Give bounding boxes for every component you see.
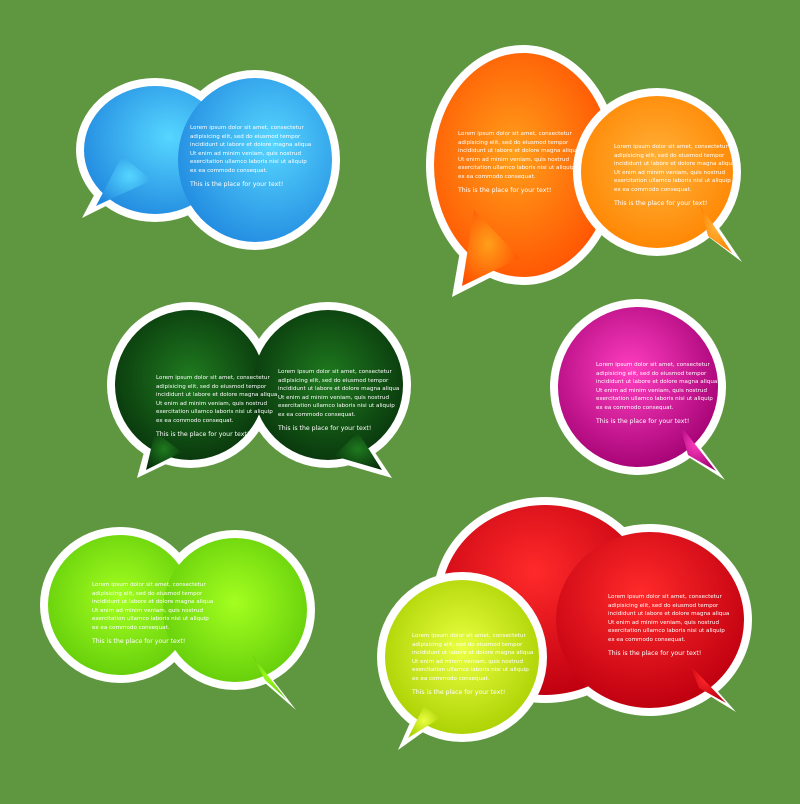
placeholder-line-6: ex ea commodo consequat.	[608, 636, 686, 643]
red-speech-bubble	[433, 497, 752, 716]
placeholder-line-3: incididunt ut labore et dolore magna ali…	[278, 386, 400, 393]
placeholder-line-1: Lorem ipsum dolor sit amet, consectetur	[596, 362, 710, 368]
orange-small-bubble-text: Lorem ipsum dolor sit amet, consectetur …	[614, 143, 735, 208]
call-to-action-text: This is the place for your text!	[412, 688, 506, 696]
placeholder-line-3: incididunt ut labore et dolore magna ali…	[608, 611, 730, 618]
yellow-green-speech-bubble	[377, 572, 547, 750]
magenta-speech-bubble	[550, 299, 726, 480]
placeholder-line-6: ex ea commodo consequat.	[412, 675, 490, 682]
placeholder-line-3: incididunt ut labore et dolore magna ali…	[614, 161, 736, 168]
placeholder-line-2: adipisicing elit, sed do eiusmod tempor	[596, 370, 707, 377]
placeholder-line-3: incididunt ut labore et dolore magna ali…	[458, 148, 580, 155]
placeholder-line-4: Ut enim ad minim veniam, quis nostrud	[614, 169, 726, 176]
placeholder-line-4: Ut enim ad minim veniam, quis nostrud	[92, 607, 204, 614]
placeholder-line-2: adipisicing elit, sed do eiusmod tempor	[156, 383, 267, 390]
placeholder-line-6: ex ea commodo consequat.	[596, 404, 674, 411]
placeholder-line-5: exercitation ullamco laboris nisi ut ali…	[608, 628, 725, 635]
orange-large-speech-bubble	[426, 45, 620, 297]
orange-small-speech-bubble	[573, 88, 742, 262]
call-to-action-text: This is the place for your text!	[92, 637, 186, 645]
call-to-action-text: This is the place for your text!	[458, 186, 552, 194]
call-to-action-text: This is the place for your text!	[608, 649, 702, 657]
placeholder-line-2: adipisicing elit, sed do eiusmod tempor	[92, 590, 203, 597]
placeholder-line-5: exercitation ullamco laboris nisi ut ali…	[458, 165, 575, 172]
call-to-action-text: This is the place for your text!	[190, 180, 284, 188]
call-to-action-text: This is the place for your text!	[278, 424, 372, 432]
yellow-green-bubble-text: Lorem ipsum dolor sit amet, consectetur …	[412, 632, 533, 697]
placeholder-line-1: Lorem ipsum dolor sit amet, consectetur	[614, 144, 728, 150]
placeholder-line-2: adipisicing elit, sed do eiusmod tempor	[412, 641, 523, 648]
placeholder-line-6: ex ea commodo consequat.	[156, 417, 234, 424]
placeholder-line-3: incididunt ut labore et dolore magna ali…	[412, 650, 534, 657]
placeholder-line-1: Lorem ipsum dolor sit amet, consectetur	[608, 594, 722, 600]
placeholder-line-3: incididunt ut labore et dolore magna ali…	[190, 142, 312, 149]
dark-green-right-bubble-text: Lorem ipsum dolor sit amet, consectetur …	[278, 368, 399, 433]
call-to-action-text: This is the place for your text!	[614, 199, 708, 207]
placeholder-line-3: incididunt ut labore et dolore magna ali…	[156, 392, 278, 399]
placeholder-line-6: ex ea commodo consequat.	[278, 411, 356, 418]
dark-green-left-bubble-text: Lorem ipsum dolor sit amet, consectetur …	[156, 374, 277, 439]
placeholder-line-5: exercitation ullamco laboris nisi ut ali…	[190, 159, 307, 166]
placeholder-line-4: Ut enim ad minim veniam, quis nostrud	[608, 619, 720, 626]
placeholder-line-4: Ut enim ad minim veniam, quis nostrud	[596, 387, 708, 394]
placeholder-line-5: exercitation ullamco laboris nisi ut ali…	[92, 616, 209, 623]
placeholder-line-4: Ut enim ad minim veniam, quis nostrud	[156, 400, 268, 407]
placeholder-line-6: ex ea commodo consequat.	[92, 624, 170, 631]
magenta-bubble-text: Lorem ipsum dolor sit amet, consectetur …	[596, 361, 717, 426]
placeholder-line-5: exercitation ullamco laboris nisi ut ali…	[278, 403, 395, 410]
lime-speech-bubble	[40, 527, 315, 710]
blue-bubble-text: Lorem ipsum dolor sit amet, consectetur …	[190, 124, 311, 189]
lime-bubble-text: Lorem ipsum dolor sit amet, consectetur …	[92, 581, 213, 646]
placeholder-line-1: Lorem ipsum dolor sit amet, consectetur	[278, 369, 392, 375]
placeholder-line-1: Lorem ipsum dolor sit amet, consectetur	[92, 582, 206, 588]
placeholder-line-1: Lorem ipsum dolor sit amet, consectetur	[412, 633, 526, 639]
placeholder-line-4: Ut enim ad minim veniam, quis nostrud	[278, 394, 390, 401]
placeholder-line-1: Lorem ipsum dolor sit amet, consectetur	[458, 131, 572, 137]
call-to-action-text: This is the place for your text!	[596, 417, 690, 425]
placeholder-line-5: exercitation ullamco laboris nisi ut ali…	[614, 178, 731, 185]
placeholder-line-3: incididunt ut labore et dolore magna ali…	[92, 599, 214, 606]
placeholder-line-1: Lorem ipsum dolor sit amet, consectetur	[190, 125, 304, 131]
placeholder-line-4: Ut enim ad minim veniam, quis nostrud	[458, 156, 570, 163]
placeholder-line-2: adipisicing elit, sed do eiusmod tempor	[614, 152, 725, 159]
call-to-action-text: This is the place for your text!	[156, 430, 250, 438]
placeholder-line-2: adipisicing elit, sed do eiusmod tempor	[190, 133, 301, 140]
placeholder-line-2: adipisicing elit, sed do eiusmod tempor	[278, 377, 389, 384]
placeholder-line-4: Ut enim ad minim veniam, quis nostrud	[412, 658, 524, 665]
placeholder-line-6: ex ea commodo consequat.	[614, 186, 692, 193]
placeholder-line-6: ex ea commodo consequat.	[458, 173, 536, 180]
placeholder-line-2: adipisicing elit, sed do eiusmod tempor	[608, 602, 719, 609]
placeholder-line-5: exercitation ullamco laboris nisi ut ali…	[412, 667, 529, 674]
placeholder-line-1: Lorem ipsum dolor sit amet, consectetur	[156, 375, 270, 381]
placeholder-line-5: exercitation ullamco laboris nisi ut ali…	[156, 409, 273, 416]
placeholder-line-3: incididunt ut labore et dolore magna ali…	[596, 379, 718, 386]
placeholder-line-5: exercitation ullamco laboris nisi ut ali…	[596, 396, 713, 403]
placeholder-line-6: ex ea commodo consequat.	[190, 167, 268, 174]
placeholder-line-4: Ut enim ad minim veniam, quis nostrud	[190, 150, 302, 157]
placeholder-line-2: adipisicing elit, sed do eiusmod tempor	[458, 139, 569, 146]
orange-large-bubble-text: Lorem ipsum dolor sit amet, consectetur …	[458, 130, 579, 195]
dark-green-speech-bubble	[107, 302, 411, 478]
red-bubble-text: Lorem ipsum dolor sit amet, consectetur …	[608, 593, 729, 658]
blue-speech-bubble	[76, 70, 340, 250]
